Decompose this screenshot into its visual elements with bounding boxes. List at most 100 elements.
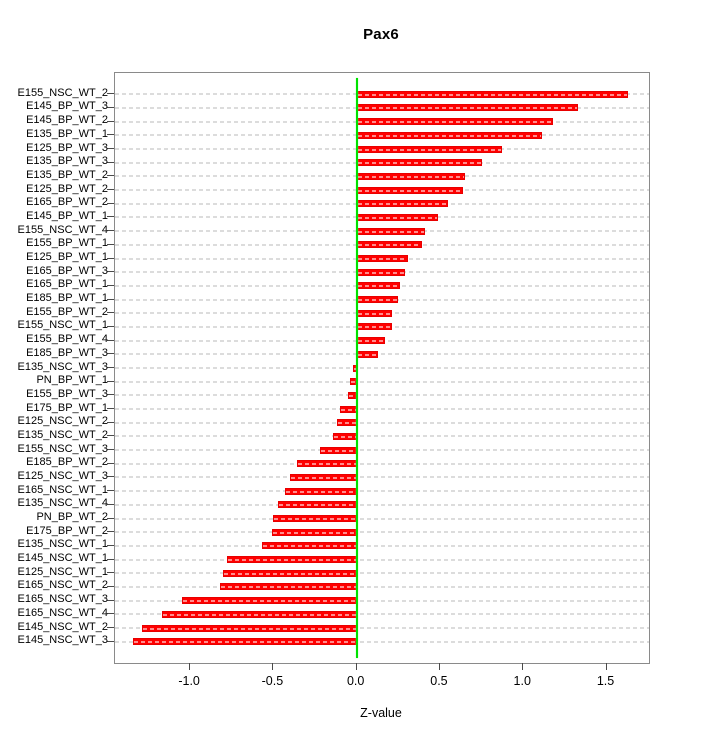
bar (356, 337, 385, 345)
y-axis-tick (107, 367, 114, 368)
y-axis-label: E145_BP_WT_2 (26, 114, 108, 127)
gridline (115, 394, 649, 397)
y-axis-label: E155_BP_WT_2 (26, 305, 108, 318)
y-axis-label: E155_NSC_WT_1 (17, 319, 109, 332)
gridline (115, 435, 649, 438)
bar-stripe (357, 326, 391, 329)
bar-stripe (357, 203, 448, 206)
y-axis-tick (107, 339, 114, 341)
chart-title: Pax6 (363, 26, 399, 43)
y-axis-tick (107, 106, 114, 108)
bar-stripe (349, 394, 356, 397)
bar (273, 515, 357, 523)
y-axis-label: E155_NSC_WT_3 (17, 442, 109, 455)
y-axis-tick (107, 476, 114, 478)
y-axis-label: E155_BP_WT_4 (26, 333, 108, 346)
y-axis-tick (107, 312, 114, 314)
y-axis-tick (107, 134, 114, 136)
y-axis-tick (107, 462, 114, 464)
y-axis-tick (107, 449, 114, 451)
bar (356, 118, 554, 126)
gridline (115, 585, 649, 588)
bar (356, 186, 464, 194)
bar (356, 172, 465, 180)
bar-stripe (357, 216, 438, 219)
y-axis-tick (107, 380, 114, 382)
bar (356, 255, 409, 263)
bar-stripe (357, 299, 398, 302)
bar-stripe (357, 312, 391, 315)
y-axis-label: E145_NSC_WT_2 (17, 620, 109, 633)
bar (285, 487, 357, 495)
y-axis-label: E135_NSC_WT_4 (17, 497, 109, 510)
bar (261, 542, 357, 550)
y-axis-label: E125_BP_WT_2 (26, 182, 108, 195)
bar (356, 159, 482, 167)
zero-reference-line (355, 78, 358, 658)
gridline (115, 627, 649, 629)
y-axis-label: E165_BP_WT_3 (26, 264, 108, 277)
y-axis-tick (107, 408, 114, 410)
y-axis-label: E135_NSC_WT_2 (17, 428, 109, 441)
gridline (115, 544, 649, 547)
y-axis-tick (107, 585, 114, 587)
bar (356, 241, 422, 249)
bar (340, 405, 357, 413)
gridline (115, 449, 649, 452)
y-axis-label: E125_NSC_WT_1 (17, 565, 109, 578)
plot-area (114, 72, 650, 664)
bar (141, 624, 357, 632)
bar-stripe (357, 107, 578, 110)
gridline (115, 613, 649, 616)
y-axis-tick (107, 421, 114, 423)
bar-stripe (357, 244, 421, 247)
y-axis-label: E155_BP_WT_1 (26, 237, 108, 250)
bar (296, 460, 357, 468)
y-axis-tick (107, 161, 114, 163)
y-axis-label: E175_BP_WT_2 (26, 524, 108, 537)
bar (356, 227, 425, 235)
gridline (115, 408, 649, 411)
y-axis-tick (107, 572, 114, 574)
y-axis-label: E185_BP_WT_1 (26, 292, 108, 305)
bar-stripe (357, 271, 404, 274)
bar (226, 556, 357, 564)
gridline (115, 640, 649, 643)
bar-stripe (357, 93, 628, 96)
y-axis-label: E145_NSC_WT_3 (17, 634, 109, 647)
gridline (115, 572, 649, 575)
y-axis-tick (107, 325, 114, 327)
x-axis-tick (189, 663, 191, 670)
bar-stripe (357, 175, 464, 178)
x-axis-tick (272, 663, 274, 670)
x-axis-tick-label: 1.5 (596, 674, 615, 688)
x-axis-tick (438, 663, 440, 670)
y-axis-label: E165_NSC_WT_2 (17, 579, 109, 592)
bar-stripe (221, 586, 356, 589)
x-axis-tick-label: -1.0 (178, 674, 200, 688)
bar (223, 569, 357, 577)
bar (356, 309, 392, 317)
y-axis-label: E185_BP_WT_2 (26, 456, 108, 469)
bar (181, 597, 357, 605)
y-axis-tick (107, 271, 114, 273)
y-axis-tick (107, 517, 114, 519)
bar-stripe (354, 367, 356, 370)
y-axis-tick (107, 216, 114, 218)
y-axis-label: E165_BP_WT_1 (26, 278, 108, 291)
y-axis-tick (107, 298, 114, 300)
y-axis-tick (107, 189, 114, 191)
x-axis-tick-label: -0.5 (261, 674, 284, 688)
bar-stripe (182, 600, 356, 603)
bar (356, 200, 449, 208)
y-axis-tick (107, 202, 114, 204)
y-axis-label: E135_BP_WT_1 (26, 127, 108, 140)
gridline (115, 380, 649, 383)
bar (278, 501, 357, 509)
bar (356, 323, 392, 331)
bar-stripe (357, 148, 501, 151)
y-axis-label: E145_NSC_WT_1 (17, 552, 109, 565)
bar-stripe (357, 134, 541, 137)
y-axis-tick (107, 640, 114, 642)
y-axis-tick (107, 627, 114, 628)
